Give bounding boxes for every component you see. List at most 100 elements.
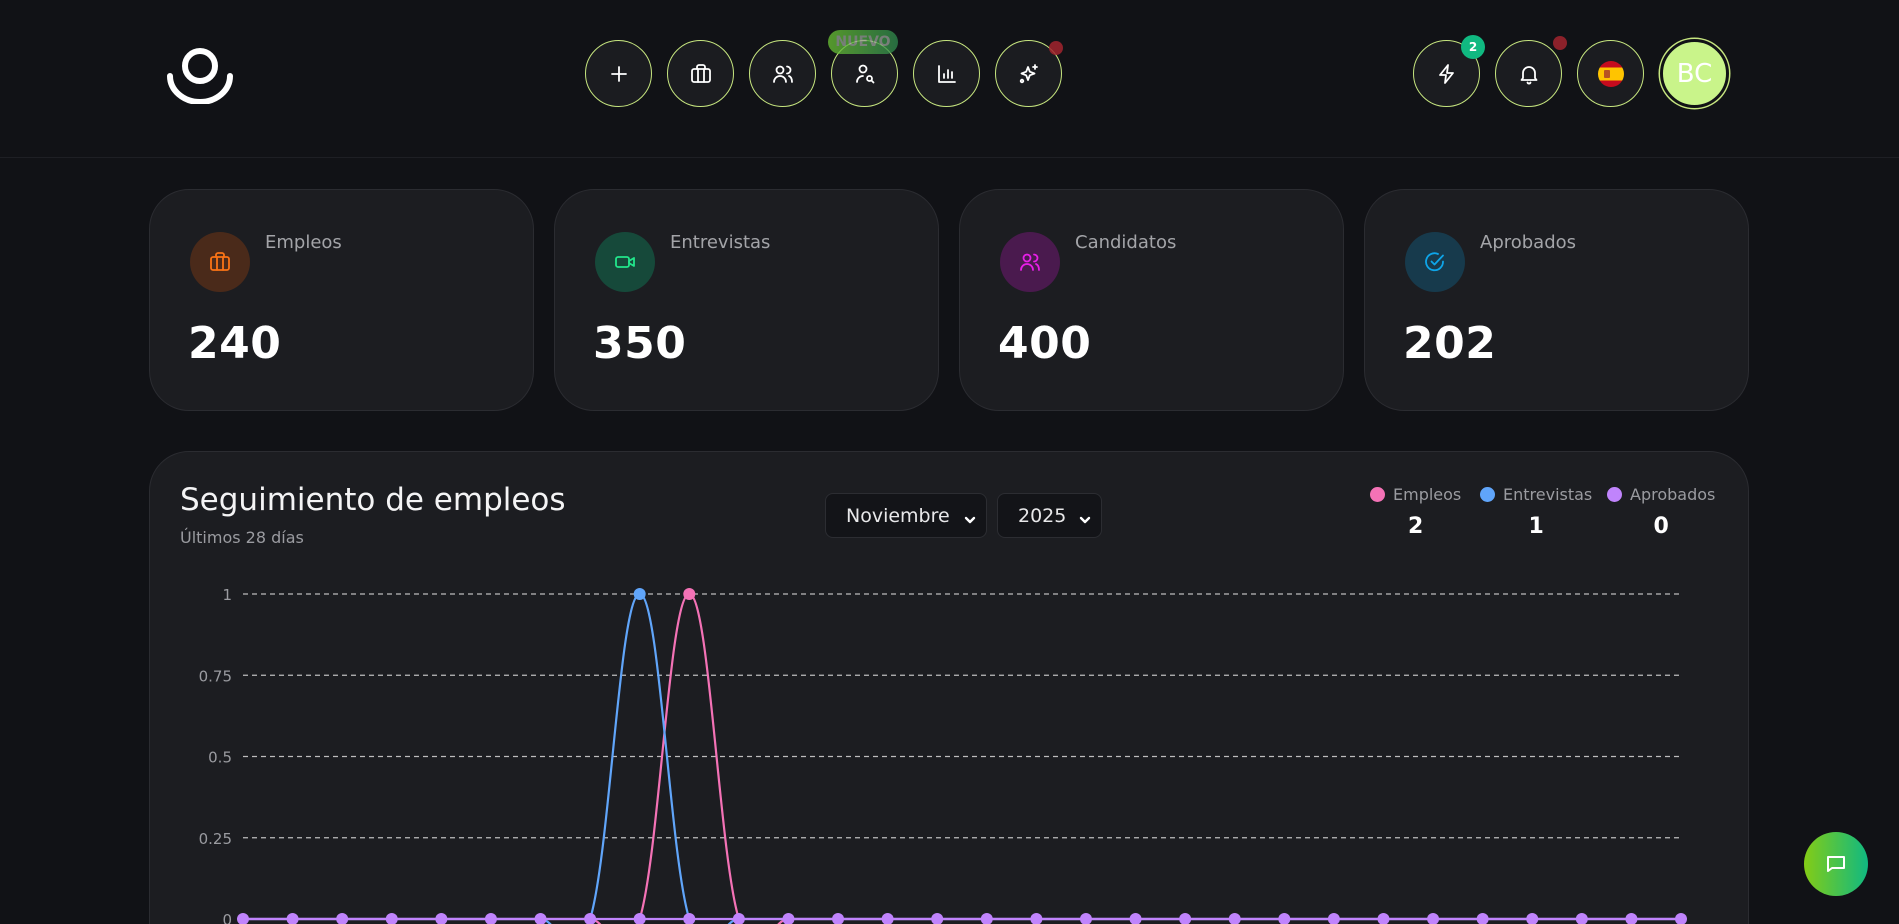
data-point[interactable] xyxy=(1625,913,1638,924)
data-point[interactable] xyxy=(286,913,299,924)
data-point[interactable] xyxy=(881,913,894,924)
lightning-icon xyxy=(1438,63,1454,84)
user-search-icon xyxy=(855,64,874,83)
y-tick-label: 0.25 xyxy=(199,830,232,848)
chevron-down-icon xyxy=(1079,509,1091,524)
data-point[interactable] xyxy=(1575,913,1588,924)
data-point[interactable] xyxy=(1476,913,1489,924)
spain-flag-icon xyxy=(1597,60,1624,87)
y-tick-label: 0.5 xyxy=(208,749,232,767)
stat-value: 400 xyxy=(998,318,1092,369)
chat-button[interactable] xyxy=(1804,832,1868,896)
data-point[interactable] xyxy=(534,913,547,924)
stat-icon-circle xyxy=(595,232,655,292)
stat-label: Entrevistas xyxy=(670,232,771,253)
check-circle-icon xyxy=(1425,252,1444,272)
year-select-value: 2025 xyxy=(1018,504,1067,527)
series-line-empleos xyxy=(242,592,1681,924)
legend-total: 2 xyxy=(1407,514,1424,539)
data-point[interactable] xyxy=(1427,913,1440,924)
data-point[interactable] xyxy=(683,913,696,924)
data-point[interactable] xyxy=(782,913,795,924)
data-point[interactable] xyxy=(1179,913,1192,924)
bar-chart-icon xyxy=(937,64,956,83)
legend-label: Aprobados xyxy=(1630,485,1716,504)
stat-value: 240 xyxy=(188,318,282,369)
chat-bubble-icon xyxy=(1827,856,1845,872)
year-select[interactable]: 2025 xyxy=(997,493,1102,538)
legend-dot-icon xyxy=(1370,487,1385,502)
users-icon xyxy=(1020,253,1040,271)
stat-label: Aprobados xyxy=(1480,232,1577,253)
stat-label: Empleos xyxy=(265,232,342,253)
brand-logo[interactable] xyxy=(166,44,234,104)
legend-item-entrevistas[interactable]: Entrevistas 1 xyxy=(1480,485,1592,539)
candidates-nav-button[interactable] xyxy=(749,40,816,107)
data-point[interactable] xyxy=(1129,913,1142,924)
month-select-value: Noviembre xyxy=(846,504,950,527)
data-point[interactable] xyxy=(732,913,745,924)
briefcase-icon xyxy=(210,252,230,271)
top-navigation-bar: NUEVO 2 BC xyxy=(0,0,1899,158)
create-button[interactable] xyxy=(585,40,652,107)
jobs-nav-button[interactable] xyxy=(667,40,734,107)
user-avatar[interactable]: BC xyxy=(1660,39,1729,108)
briefcase-icon xyxy=(690,63,711,83)
job-tracking-chart-card: Seguimiento de empleos Últimos 28 días N… xyxy=(149,451,1749,924)
video-icon xyxy=(615,256,635,268)
stat-value: 202 xyxy=(1403,318,1497,369)
data-point[interactable] xyxy=(237,913,249,924)
legend-label: Entrevistas xyxy=(1503,485,1593,504)
legend-dot-icon xyxy=(1607,487,1622,502)
data-point[interactable] xyxy=(484,913,497,924)
data-point[interactable] xyxy=(1526,913,1539,924)
new-feature-badge: NUEVO xyxy=(828,30,898,54)
data-point[interactable] xyxy=(1030,913,1043,924)
stat-card-jobs[interactable]: Empleos 240 xyxy=(149,189,534,411)
stat-icon-circle xyxy=(1000,232,1060,292)
language-selector-button[interactable] xyxy=(1577,40,1644,107)
stat-card-candidates[interactable]: Candidatos 400 xyxy=(959,189,1344,411)
legend-item-aprobados[interactable]: Aprobados 0 xyxy=(1607,485,1715,539)
sparkles-icon xyxy=(1019,63,1038,83)
data-point[interactable] xyxy=(1675,913,1687,924)
plus-icon xyxy=(610,65,627,82)
stat-card-approved[interactable]: Aprobados 202 xyxy=(1364,189,1749,411)
y-tick-label: 0 xyxy=(222,911,232,924)
chart-title: Seguimiento de empleos xyxy=(180,482,566,518)
bell-icon xyxy=(1520,65,1537,84)
data-point[interactable] xyxy=(1228,913,1241,924)
stat-value: 350 xyxy=(593,318,687,369)
data-point[interactable] xyxy=(584,913,597,924)
data-point[interactable] xyxy=(1278,913,1291,924)
statistics-nav-button[interactable] xyxy=(913,40,980,107)
chevron-down-icon xyxy=(964,509,976,524)
month-select[interactable]: Noviembre xyxy=(825,493,987,538)
legend-label: Empleos xyxy=(1393,485,1462,504)
data-point[interactable] xyxy=(931,913,944,924)
chart-subtitle: Últimos 28 días xyxy=(180,528,304,547)
users-icon xyxy=(772,65,793,83)
y-tick-label: 0.75 xyxy=(199,667,232,685)
stat-card-interviews[interactable]: Entrevistas 350 xyxy=(554,189,939,411)
line-chart[interactable]: 0 0.25 0.5 0.75 1 xyxy=(150,452,1750,924)
stat-icon-circle xyxy=(1405,232,1465,292)
notifications-button[interactable] xyxy=(1495,40,1562,107)
legend-dot-icon xyxy=(1480,487,1495,502)
data-point[interactable] xyxy=(683,588,696,600)
data-point[interactable] xyxy=(1327,913,1340,924)
data-point[interactable] xyxy=(385,913,398,924)
data-point[interactable] xyxy=(336,913,349,924)
data-point[interactable] xyxy=(1079,913,1092,924)
legend-total: 0 xyxy=(1653,514,1669,539)
data-point[interactable] xyxy=(435,913,448,924)
y-tick-label: 1 xyxy=(222,586,232,604)
data-point[interactable] xyxy=(633,588,646,600)
ai-notification-dot xyxy=(1049,41,1063,55)
data-point[interactable] xyxy=(980,913,993,924)
data-point[interactable] xyxy=(832,913,845,924)
data-point[interactable] xyxy=(1377,913,1390,924)
data-point[interactable] xyxy=(633,913,646,924)
quick-actions-button[interactable] xyxy=(1413,40,1480,107)
legend-item-empleos[interactable]: Empleos 2 xyxy=(1370,485,1461,539)
